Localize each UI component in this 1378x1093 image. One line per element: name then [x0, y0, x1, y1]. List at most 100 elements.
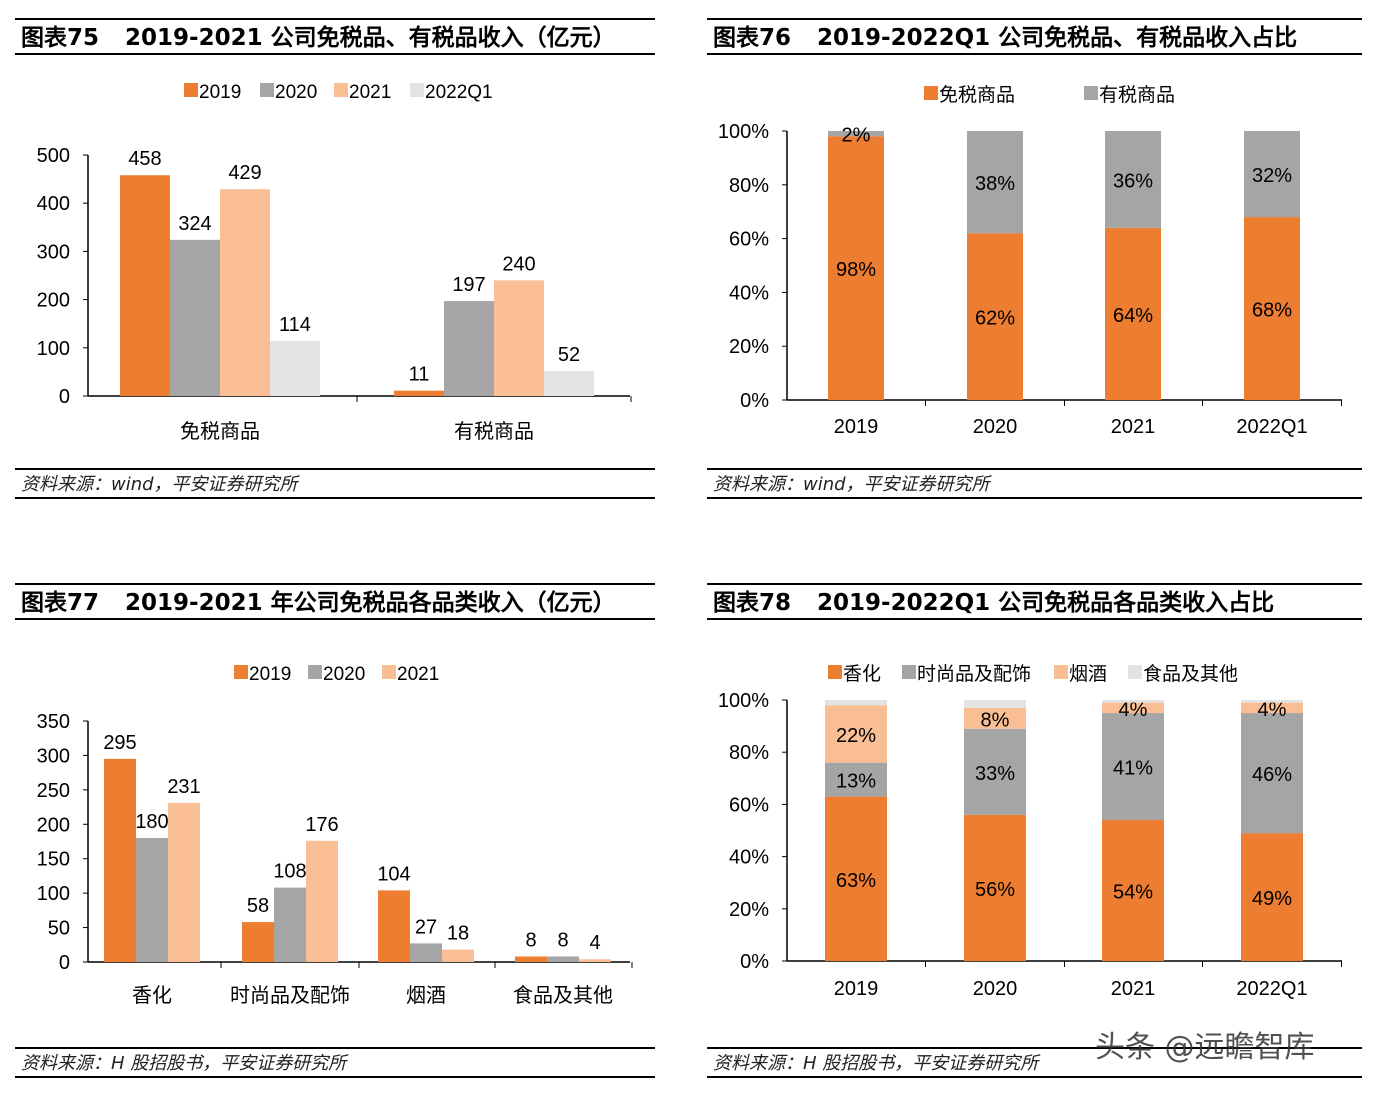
watermark: 头条 @远瞻智库 — [1095, 1030, 1315, 1065]
legend-swatch — [828, 665, 842, 679]
x-tick-label: 2022Q1 — [1236, 416, 1307, 438]
y-tick-label: 300 — [37, 241, 70, 263]
x-tick-label: 2020 — [973, 416, 1018, 438]
y-tick-label: 0% — [740, 951, 769, 973]
segment-烟酒 — [964, 707, 1026, 729]
legend-label: 2020 — [275, 82, 317, 103]
segment-食品及其他 — [964, 700, 1026, 708]
y-tick-label: 150 — [37, 849, 70, 871]
data-label: 27 — [415, 916, 437, 938]
data-label: 68% — [1252, 300, 1292, 322]
x-tick-label: 2021 — [1111, 416, 1156, 438]
y-tick-label: 20% — [729, 899, 769, 921]
chart76-source: 资料来源：wind，平安证券研究所 — [707, 468, 1362, 499]
x-tick-label: 有税商品 — [454, 420, 534, 443]
legend-label: 免税商品 — [939, 84, 1015, 106]
legend-label: 时尚品及配饰 — [917, 663, 1031, 685]
data-label: 240 — [502, 253, 535, 275]
y-tick-label: 400 — [37, 193, 70, 215]
data-label: 197 — [452, 274, 485, 296]
bar-2021 — [220, 189, 270, 396]
y-tick-label: 100 — [37, 883, 70, 905]
x-tick-label: 2022Q1 — [1236, 978, 1307, 1000]
legend-swatch — [924, 86, 938, 100]
y-tick-label: 350 — [37, 711, 70, 733]
segment-时尚品及配饰 — [964, 728, 1026, 815]
segment-有税商品 — [1244, 131, 1300, 218]
legend-swatch — [334, 83, 348, 97]
y-tick-label: 500 — [37, 145, 70, 167]
data-label: 33% — [975, 763, 1015, 785]
bar-2021 — [579, 959, 611, 962]
data-label: 46% — [1252, 764, 1292, 786]
legend-swatch — [902, 665, 916, 679]
y-tick-label: 100% — [718, 690, 769, 712]
bar-2020 — [274, 887, 306, 962]
figure-number: 图表76 — [713, 25, 792, 51]
data-label: 8% — [981, 709, 1010, 731]
bar-2020 — [136, 838, 168, 962]
data-label: 32% — [1252, 165, 1292, 187]
legend-swatch — [1128, 665, 1142, 679]
bar-2020 — [170, 239, 220, 396]
x-tick-label: 食品及其他 — [513, 984, 613, 1007]
segment-时尚品及配饰 — [1102, 713, 1164, 821]
data-label: 62% — [975, 308, 1015, 330]
chart-title: 2019-2021 公司免税品、有税品收入（亿元） — [125, 25, 616, 51]
data-label: 41% — [1113, 758, 1153, 780]
data-label: 49% — [1252, 888, 1292, 910]
legend-label: 2022Q1 — [425, 82, 493, 103]
data-label: 4% — [1258, 699, 1287, 721]
chart78-source: 资料来源：H 股招股书，平安证券研究所 — [707, 1047, 1362, 1078]
segment-香化 — [964, 814, 1026, 961]
bar-2021 — [494, 280, 544, 396]
chart76-header: 图表76 2019-2022Q1 公司免税品、有税品收入占比 — [707, 18, 1362, 55]
chart-title: 2019-2022Q1 公司免税品各品类收入占比 — [817, 590, 1275, 616]
x-tick-label: 时尚品及配饰 — [230, 984, 350, 1007]
data-label: 98% — [836, 259, 876, 281]
data-label: 295 — [103, 732, 136, 754]
bar-2019 — [104, 758, 136, 962]
chart78-header: 图表78 2019-2022Q1 公司免税品各品类收入占比 — [707, 583, 1362, 620]
data-label: 4 — [589, 932, 600, 954]
legend-swatch — [1054, 665, 1068, 679]
data-label: 8 — [525, 929, 536, 951]
data-label: 180 — [135, 811, 168, 833]
y-tick-label: 200 — [37, 290, 70, 312]
y-tick-label: 0 — [59, 952, 70, 974]
segment-食品及其他 — [1102, 700, 1164, 703]
data-label: 114 — [279, 314, 311, 336]
chart-title: 2019-2021 年公司免税品各品类收入（亿元） — [125, 590, 616, 616]
bar-2019 — [120, 175, 170, 396]
segment-烟酒 — [1102, 702, 1164, 714]
y-tick-label: 50 — [48, 918, 70, 940]
legend-swatch — [184, 83, 198, 97]
data-label: 8 — [557, 929, 568, 951]
data-label: 458 — [128, 148, 161, 170]
segment-有税商品 — [1105, 131, 1161, 228]
segment-免税商品 — [1105, 227, 1161, 400]
segment-食品及其他 — [825, 700, 887, 706]
bar-2020 — [410, 943, 442, 962]
segment-烟酒 — [825, 705, 887, 763]
figure-number: 图表78 — [713, 590, 792, 616]
data-label: 176 — [305, 814, 338, 836]
legend-swatch — [234, 665, 248, 679]
legend-swatch — [382, 665, 396, 679]
bar-2021 — [168, 802, 200, 962]
bar-2019 — [515, 956, 547, 962]
legend-label: 2021 — [349, 82, 391, 103]
y-tick-label: 60% — [729, 794, 769, 816]
x-tick-label: 烟酒 — [406, 984, 446, 1007]
bar-2021 — [442, 949, 474, 962]
segment-有税商品 — [967, 131, 1023, 234]
x-tick-label: 2021 — [1111, 978, 1156, 1000]
segment-免税商品 — [967, 233, 1023, 400]
chart75-header: 图表75 2019-2021 公司免税品、有税品收入（亿元） — [15, 18, 655, 55]
data-label: 52 — [558, 344, 580, 366]
y-tick-label: 100 — [37, 338, 70, 360]
segment-免税商品 — [1244, 217, 1300, 400]
x-tick-label: 2020 — [973, 978, 1018, 1000]
bar-2022Q1 — [270, 341, 320, 396]
